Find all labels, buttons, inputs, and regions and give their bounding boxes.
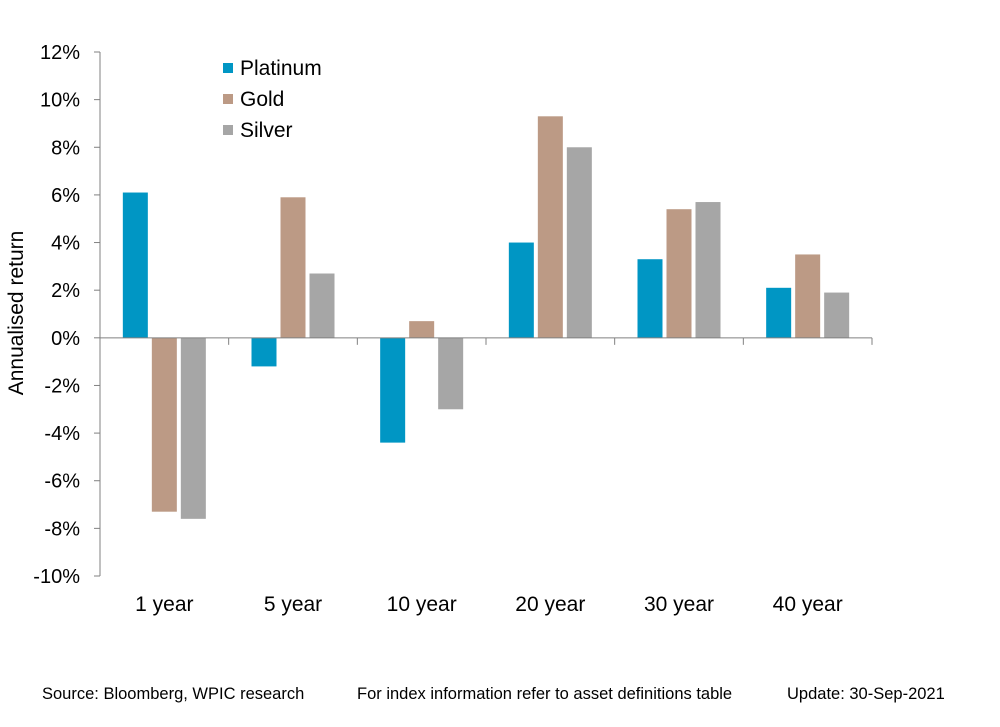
- bar-platinum: [508, 242, 534, 338]
- y-tick-label: -10%: [33, 566, 80, 588]
- x-tick-label: 40 year: [773, 593, 843, 616]
- bar-silver: [566, 147, 592, 338]
- y-tick-label: 8%: [51, 137, 80, 159]
- y-axis-label: Annualised return: [5, 231, 28, 396]
- bar-platinum: [766, 287, 792, 338]
- x-tick-label: 30 year: [644, 593, 714, 616]
- legend-label-gold: Gold: [240, 88, 284, 111]
- y-tick-label: -6%: [44, 471, 80, 493]
- bar-platinum: [380, 337, 406, 443]
- bar-silver: [309, 273, 335, 338]
- bar-silver: [438, 337, 464, 410]
- legend-label-platinum: Platinum: [240, 57, 322, 80]
- x-axis: 1 year 5 year 10 year 20 year 30 year 40 year: [99, 337, 873, 616]
- y-tick-label: -2%: [44, 375, 80, 397]
- source-note: Source: Bloomberg, WPIC research: [42, 685, 305, 703]
- bar-platinum: [122, 192, 148, 338]
- bar-platinum: [637, 259, 663, 338]
- bar-silver: [824, 292, 850, 338]
- x-tick-label: 10 year: [387, 593, 457, 616]
- legend-label-silver: Silver: [240, 119, 293, 142]
- x-tick-label: 20 year: [515, 593, 585, 616]
- bar-silver: [695, 202, 721, 338]
- bar-gold: [280, 197, 306, 338]
- y-tick-label: 2%: [51, 280, 80, 302]
- legend-swatch-silver: [223, 125, 233, 135]
- x-tick-label: 1 year: [135, 593, 193, 616]
- bar-gold: [666, 209, 692, 338]
- bar-gold: [537, 116, 563, 338]
- y-tick-label: 4%: [51, 233, 80, 255]
- y-tick-label: 12%: [40, 42, 80, 64]
- x-tick-label: 5 year: [264, 593, 322, 616]
- bar-gold: [409, 321, 435, 338]
- legend-swatch-gold: [223, 94, 233, 104]
- y-tick-label: 6%: [51, 185, 80, 207]
- bar-gold: [151, 337, 177, 512]
- update-date: Update: 30-Sep-2021: [787, 685, 945, 703]
- y-tick-label: -8%: [44, 518, 80, 540]
- bar-platinum: [251, 337, 277, 367]
- y-tick-label: 10%: [40, 90, 80, 112]
- legend-swatch-platinum: [223, 63, 233, 73]
- y-axis: 12% 10% 8% 6% 4% 2% 0% -2% -4% -6% -8% -10%: [33, 42, 100, 588]
- axes-lines: [99, 52, 872, 576]
- legend: Platinum Gold Silver: [223, 57, 322, 142]
- index-info-note: For index information refer to asset def…: [357, 685, 733, 703]
- bar-silver: [180, 337, 206, 519]
- y-tick-label: -4%: [44, 423, 80, 445]
- bars: [122, 116, 850, 519]
- bar-gold: [795, 254, 821, 338]
- y-tick-label: 0%: [51, 328, 80, 350]
